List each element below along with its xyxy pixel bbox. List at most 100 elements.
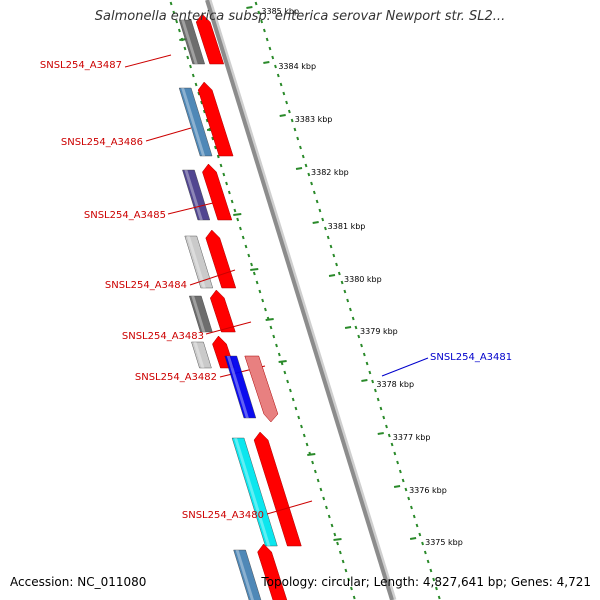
ruler-track-left-dot xyxy=(169,1,173,6)
gene-class-block[interactable] xyxy=(178,87,213,157)
ruler-track-left-dot xyxy=(277,352,281,357)
gene-label[interactable]: SNSL254_A3487 xyxy=(40,60,122,71)
ruler-track-right-dot xyxy=(332,253,336,258)
ruler-track-right-dot xyxy=(304,163,308,168)
ruler-track-left-dot xyxy=(230,199,234,204)
ruler-track-left-dot xyxy=(255,280,259,285)
ruler-track-right-dot xyxy=(407,496,411,501)
gene-label-leader xyxy=(205,321,252,335)
ruler-track-left-dot xyxy=(214,145,217,150)
ruler-major-tick-right xyxy=(377,432,384,435)
ruler-major-tick-right xyxy=(279,114,286,117)
ruler-track-left-dot xyxy=(327,514,331,519)
ruler-track-left-dot xyxy=(330,523,334,528)
gene-highlight xyxy=(181,88,206,156)
topology-summary: Topology: circular; Length: 4,827,641 bp… xyxy=(261,575,591,589)
gene-class-block[interactable] xyxy=(231,437,278,547)
ruler-major-tick-right xyxy=(393,485,401,488)
ruler-track-left-dot xyxy=(264,307,267,312)
ruler-track-left-dot xyxy=(222,172,226,177)
ruler-track-left-dot xyxy=(239,226,242,231)
ruler-track-left-dot xyxy=(305,442,309,447)
gene-label-leader xyxy=(124,54,172,68)
ruler-track-left-dot xyxy=(205,118,209,123)
ruler-track-left-dot xyxy=(225,181,228,186)
gene-class-block[interactable] xyxy=(178,19,206,65)
ruler-track-left-dot xyxy=(341,559,345,564)
ruler-tick-label: 3378 kbp xyxy=(376,380,414,389)
ruler-track-left-dot xyxy=(258,289,262,294)
ruler-track-right-dot xyxy=(329,244,333,249)
gene-label[interactable]: SNSL254_A3480 xyxy=(182,510,264,521)
ruler-track-right-dot xyxy=(410,505,413,510)
ruler-track-left-dot xyxy=(183,46,187,51)
ruler-track-left-dot xyxy=(275,343,278,348)
cds-arrow[interactable] xyxy=(202,163,233,221)
cds-arrow[interactable] xyxy=(257,543,291,600)
ruler-track-right-dot xyxy=(340,280,344,285)
ruler-track-left-dot xyxy=(336,541,339,546)
ruler-track-right-dot xyxy=(390,442,394,447)
ruler-track-right-dot xyxy=(437,595,441,600)
ruler-track-right-dot xyxy=(376,397,380,402)
gene-class-block[interactable] xyxy=(184,235,214,289)
ruler-track-right-dot xyxy=(432,577,436,582)
ruler-track-right-dot xyxy=(296,136,300,141)
gene-label[interactable]: SNSL254_A3484 xyxy=(105,280,187,291)
gene-class-block[interactable] xyxy=(182,169,211,221)
ruler-major-tick-right xyxy=(328,274,336,277)
gene-class-block[interactable] xyxy=(224,355,257,419)
gene-highlight xyxy=(235,550,255,600)
cds-arrow[interactable] xyxy=(244,355,279,423)
ruler-tick-label: 3381 kbp xyxy=(328,222,366,231)
ruler-track-left-dot xyxy=(283,370,287,375)
ruler-track-right-dot xyxy=(318,208,322,213)
cds-arrow[interactable] xyxy=(209,289,236,333)
gene-highlight xyxy=(193,342,205,368)
gene-label[interactable]: SNSL254_A3485 xyxy=(84,210,166,221)
ruler-major-tick-right xyxy=(409,537,417,540)
ruler-track-right-dot xyxy=(387,433,391,438)
ruler-track-right-dot xyxy=(276,73,280,78)
ruler-track-right-dot xyxy=(257,10,261,15)
ruler-track-right-dot xyxy=(307,172,311,177)
gene-class-block[interactable] xyxy=(233,549,265,600)
ruler-track-left-dot xyxy=(316,478,320,483)
cds-arrow[interactable] xyxy=(205,229,237,289)
gene-label[interactable]: SNSL254_A3486 xyxy=(61,137,143,148)
ruler-tick-label: 3380 kbp xyxy=(344,275,382,284)
ruler-major-tick-left xyxy=(265,318,274,321)
ruler-track-left-dot xyxy=(313,469,317,474)
map-title: Salmonella enterica subsp. enterica sero… xyxy=(94,9,506,24)
cds-arrow[interactable] xyxy=(195,13,225,65)
cds-arrow[interactable] xyxy=(253,431,302,547)
ruler-track-right-dot xyxy=(423,550,427,555)
cds-arrow[interactable] xyxy=(197,81,234,157)
ruler-track-left-dot xyxy=(325,505,328,510)
gene-label[interactable]: SNSL254_A3481 xyxy=(430,352,512,363)
backbone-line xyxy=(205,0,394,600)
ruler-track-right-dot xyxy=(393,451,397,456)
gene-label[interactable]: SNSL254_A3482 xyxy=(135,372,217,383)
ruler-major-tick-right xyxy=(295,167,303,170)
ruler-track-right-dot xyxy=(379,406,383,411)
ruler-track-left-dot xyxy=(269,325,273,330)
ruler-track-left-dot xyxy=(202,109,206,114)
ruler-major-tick-right xyxy=(246,6,253,9)
ruler-track-left-dot xyxy=(252,271,256,276)
ruler-track-left-dot xyxy=(219,163,223,168)
ruler-track-right-dot xyxy=(396,460,400,465)
gene-highlight xyxy=(234,438,271,546)
ruler-track-right-dot xyxy=(354,325,358,330)
ruler-track-right-dot xyxy=(279,82,283,87)
ruler-tick-label: 3382 kbp xyxy=(311,168,349,177)
gene-class-block[interactable] xyxy=(191,341,212,369)
ruler-track-right-dot xyxy=(421,541,424,546)
ruler-track-left-dot xyxy=(172,10,176,15)
ruler-track-right-dot xyxy=(398,469,402,474)
ruler-track-right-dot xyxy=(299,145,302,150)
ruler-track-right-dot xyxy=(337,271,341,276)
ruler-track-right-dot xyxy=(315,199,319,204)
gene-label[interactable]: SNSL254_A3483 xyxy=(122,331,204,342)
